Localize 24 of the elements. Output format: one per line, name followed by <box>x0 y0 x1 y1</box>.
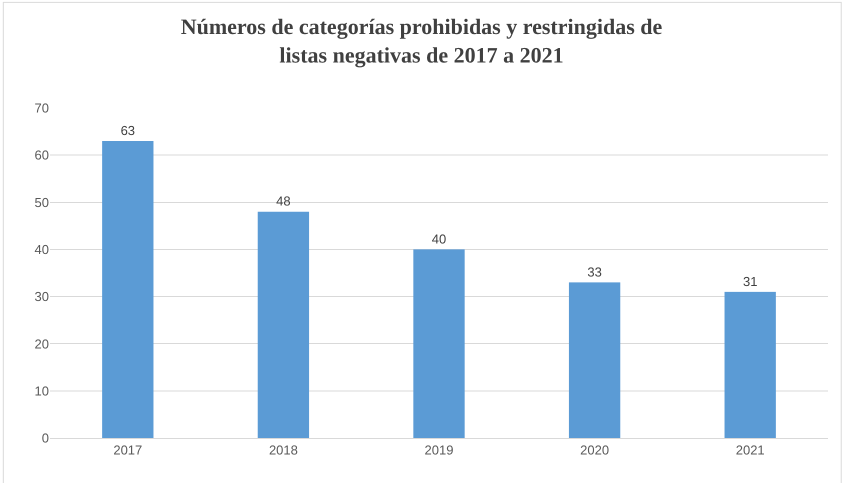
y-tick-label: 0 <box>42 430 49 446</box>
x-tick-label: 2017 <box>113 442 142 458</box>
y-tick-label: 40 <box>34 242 49 257</box>
y-tick-label: 70 <box>34 100 49 116</box>
chart-title: Números de categorías prohibidas y restringidas de listas negativas de 2017 a 2021 <box>180 14 663 68</box>
data-label: 33 <box>587 264 602 280</box>
x-tick-label: 2019 <box>424 442 454 458</box>
y-tick-label: 50 <box>34 194 49 210</box>
y-tick-label: 30 <box>34 289 49 304</box>
y-tick-label: 60 <box>34 148 49 163</box>
y-tick-label: 10 <box>34 383 49 398</box>
x-tick-label: 2018 <box>268 442 298 458</box>
bar <box>568 282 620 438</box>
data-label: 63 <box>120 123 136 138</box>
data-label: 31 <box>742 274 758 289</box>
bar <box>724 292 776 438</box>
data-label: 40 <box>432 231 446 246</box>
bar <box>102 141 154 438</box>
data-label: 48 <box>276 194 291 209</box>
y-tick-label: 20 <box>34 336 49 352</box>
bar <box>413 249 465 438</box>
x-tick-label: 2021 <box>736 442 765 458</box>
x-tick-label: 2020 <box>580 442 610 458</box>
bar <box>258 212 310 438</box>
